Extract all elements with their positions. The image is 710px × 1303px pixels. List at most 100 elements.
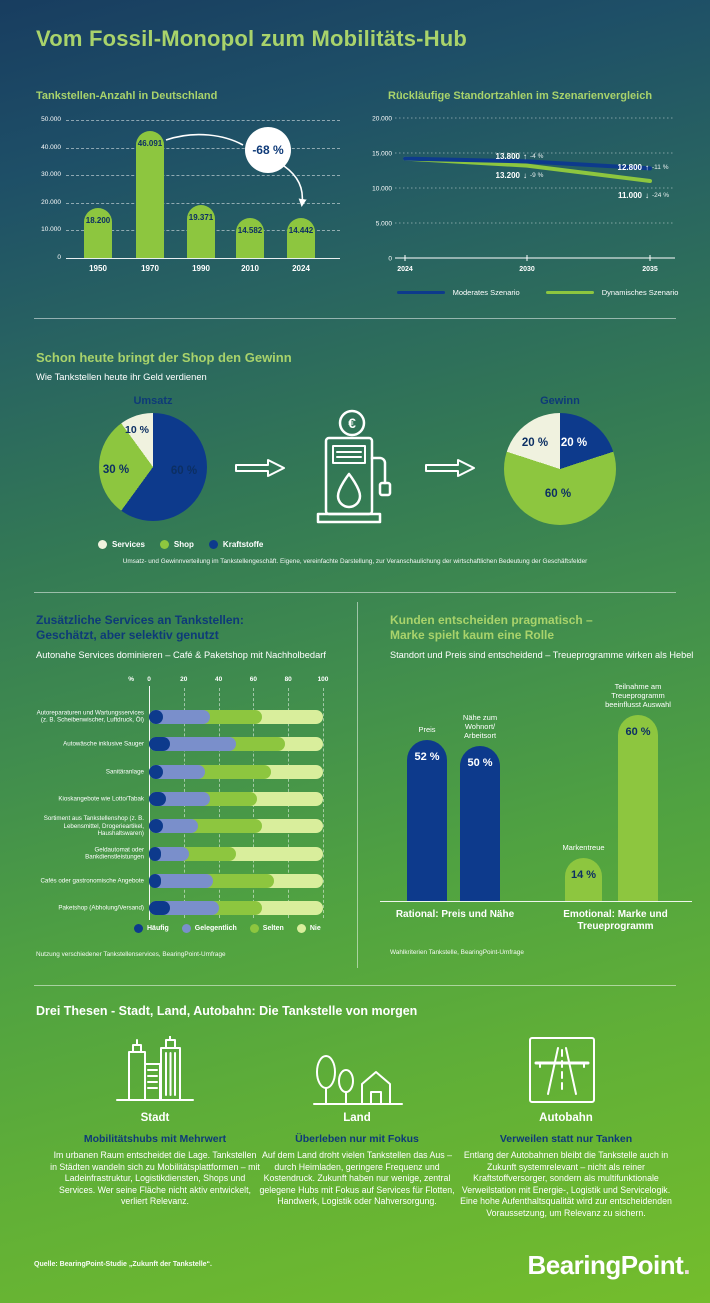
section3-right-title-line2: Marke spielt kaum eine Rolle <box>390 628 555 642</box>
legend-label: Häufig <box>147 925 169 932</box>
gewinn-kraftstoffe-label: 20 % <box>560 437 588 449</box>
x-tick-label: 80 <box>284 676 292 683</box>
bar <box>236 217 264 258</box>
section2-footnote: Umsatz- und Gewinnverteilung im Tankstel… <box>122 558 588 565</box>
brand-name: BearingPoint <box>527 1250 684 1280</box>
section3-left-title: Zusätzliche Services an Tankstellen: Ges… <box>36 613 244 643</box>
annotation-delta: -9 % <box>530 172 544 179</box>
y-tick-label: 0 <box>57 254 61 261</box>
chart-szenarien-title: Rückläufige Standortzahlen im Szenarienv… <box>388 90 653 102</box>
bar-segment-gelegentlich <box>149 873 214 888</box>
thesis-subtitle-autobahn: Verweilen statt nur Tanken <box>499 1133 633 1145</box>
x-tick-label: 2024 <box>292 264 310 273</box>
chart-tankstellen-title: Tankstellen-Anzahl in Deutschland <box>36 90 218 102</box>
svg-text:0: 0 <box>388 256 392 263</box>
x-tick-label: 100 <box>317 676 329 683</box>
moderates-szenario-line-swatch <box>396 290 445 295</box>
thesis-subtitle-stadt: Mobilitätshubs mit Mehrwert <box>83 1133 227 1145</box>
shop-dot <box>159 540 169 549</box>
thesis-label-land: Land <box>343 1112 371 1124</box>
row-label: Kioskangebote wie Lotto/Tabak <box>58 795 144 803</box>
decline-badge: -68 % <box>245 127 291 173</box>
legend-label-moderates: Moderates Szenario <box>452 288 520 297</box>
x-tick-label: 0 <box>147 676 151 683</box>
bar-value-label: 14.582 <box>237 225 263 235</box>
bar-segment-häufig <box>149 873 162 888</box>
thesis-body-stadt: Im urbanen Raum entscheidet die Lage. Ta… <box>50 1150 260 1206</box>
bar <box>84 207 112 258</box>
bar <box>287 218 315 258</box>
grid-line <box>323 688 324 918</box>
section-divider-1 <box>34 318 676 319</box>
grid-line <box>66 120 340 121</box>
row-label: Paketshop (Abholung/Versand) <box>58 904 144 912</box>
legend-item-kraftstoffe: Kraftstoffe <box>208 540 263 549</box>
kraftstoffe-dot <box>208 540 218 549</box>
line-annotation: 12.800 ↑ -11 % <box>598 163 669 172</box>
decline-badge-label: -68 % <box>252 143 284 157</box>
bar-value-label: 14 % <box>570 868 597 881</box>
legend-item-shop: Shop <box>159 540 194 549</box>
fuel-pump-icon: € <box>316 409 392 524</box>
annotation-value: 13.800 <box>495 152 520 161</box>
gelegentlich-dot <box>181 924 191 933</box>
section4-title: Drei Thesen - Stadt, Land, Autobahn: Die… <box>36 1004 418 1018</box>
dynamisches-szenario-line-swatch <box>545 290 594 295</box>
section-divider-2 <box>34 592 676 593</box>
bar-segment-häufig <box>149 901 170 916</box>
page-title: Vom Fossil-Monopol zum Mobilitäts-Hub <box>36 26 468 51</box>
y-tick-label: 50.000 <box>41 116 61 123</box>
row-label: Autowäsche inklusive Sauger <box>63 740 144 748</box>
y-tick-label: 10.000 <box>41 226 61 234</box>
svg-text:2030: 2030 <box>519 266 535 273</box>
bar-value-label: 52 % <box>414 750 440 763</box>
x-tick-label: 1970 <box>141 264 159 273</box>
nie-dot <box>296 924 306 933</box>
bar-segment-häufig <box>149 846 162 861</box>
arrow-up-icon: ↑ <box>645 163 649 172</box>
axis-line <box>380 901 692 902</box>
bar-label: Nähe zum Wohnort/ Arbeitsort <box>462 713 498 740</box>
line-annotation: 11.000 ↓ -24 % <box>598 191 669 200</box>
brand-dot: . <box>683 1250 690 1280</box>
line-annotation: 13.200 ↓ -9 % <box>476 171 544 180</box>
bar-segment-häufig <box>149 737 170 752</box>
arrow-right-icon <box>425 459 475 477</box>
legend-item-selten: Selten <box>249 924 284 933</box>
line-annotation: 13.800 ↑ -4 % <box>476 152 544 161</box>
gewinn-shop-label: 60 % <box>544 488 572 500</box>
countryside-icon <box>313 1055 403 1105</box>
x-tick-label: 20 <box>180 676 188 683</box>
legend-label-shop: Shop <box>173 540 194 549</box>
bar-value-label: 14.442 <box>288 226 314 236</box>
legend-item-nie: Nie <box>296 924 321 933</box>
city-icon <box>116 1036 194 1101</box>
gewinn-pie <box>504 413 616 525</box>
section3-left-footnote: Nutzung verschiedener Tankstellenservice… <box>36 951 226 958</box>
highway-icon <box>529 1037 595 1103</box>
thesis-subtitle-land: Überleben nur mit Fokus <box>295 1133 419 1145</box>
source-note: Quelle: BearingPoint-Studie „Zukunft der… <box>34 1261 213 1268</box>
legend-label-services: Services <box>112 540 145 549</box>
stacked-bar-chart-services: % 0 20 40 60 80 100 Autoreparaturen und Wartung… <box>34 672 356 942</box>
y-tick-label: 40.000 <box>41 143 61 151</box>
selten-dot <box>249 924 259 933</box>
section2-subtitle: Wie Tankstellen heute ihr Geld verdienen <box>36 371 207 382</box>
bar-segment-gelegentlich <box>149 737 236 752</box>
thesis-label-autobahn: Autobahn <box>539 1112 593 1124</box>
y-tick-label: 20.000 <box>41 198 61 206</box>
annotation-value: 13.200 <box>495 171 520 180</box>
x-tick-label: 1990 <box>192 264 210 273</box>
grid-line <box>66 147 340 149</box>
axis-line <box>66 258 340 259</box>
x-tick-label: 40 <box>214 676 223 683</box>
section2-title: Schon heute bringt der Shop den Gewinn <box>36 350 292 365</box>
x-tick-label: 1950 <box>89 264 107 273</box>
bar <box>618 715 658 901</box>
bar-value-label: 46.091 <box>137 138 163 148</box>
decline-curve-arrow <box>165 133 307 207</box>
section3-left-subtitle: Autonahe Services dominieren – Café & Pa… <box>36 650 326 660</box>
bar-label: Teilnahme am Treueprogramm beeinflusst A… <box>605 682 671 709</box>
bar-value-label: 60 % <box>625 726 651 738</box>
